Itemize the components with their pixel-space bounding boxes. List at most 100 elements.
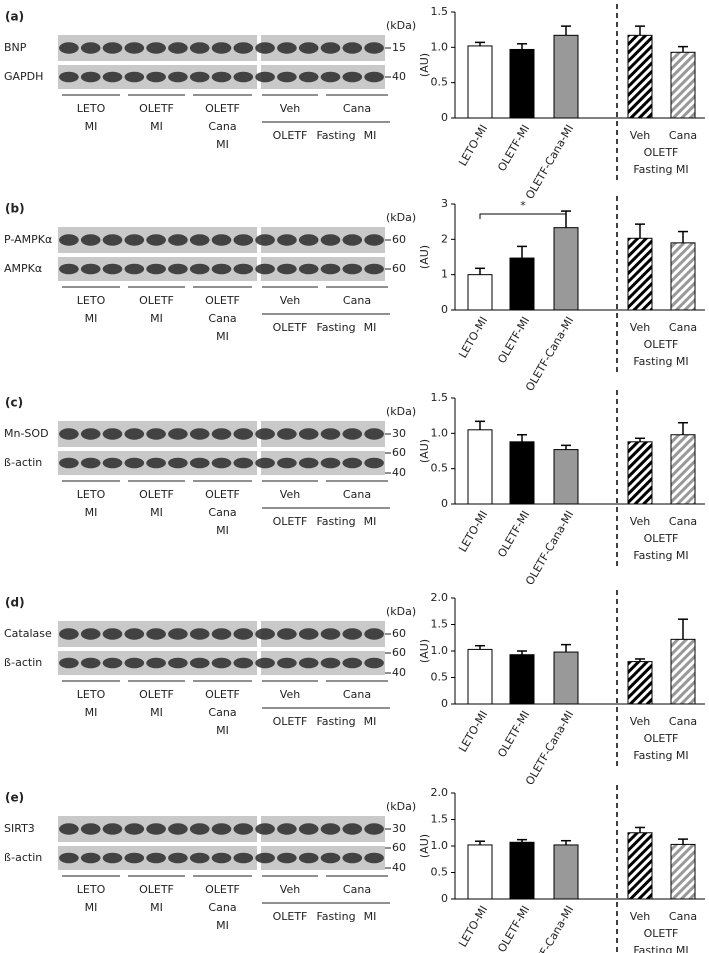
band: [59, 457, 79, 469]
group-label: OLETF: [644, 146, 679, 159]
cohort-label: Fasting: [316, 321, 355, 334]
error-bar: [635, 658, 645, 662]
band: [211, 42, 232, 54]
band: [342, 457, 363, 469]
band: [146, 263, 166, 275]
protein-name: Catalase: [4, 627, 52, 640]
band: [277, 263, 297, 275]
group-label: OLETF: [644, 338, 679, 351]
treatment-label: Cana: [343, 488, 371, 501]
group-label: MI: [85, 506, 98, 519]
bar: [670, 434, 696, 505]
bar: [467, 429, 493, 505]
band: [124, 42, 145, 54]
band: [298, 42, 319, 54]
band: [211, 457, 232, 469]
band: [255, 263, 275, 275]
protein-name: GAPDH: [4, 70, 43, 83]
marker-label: 60: [392, 233, 406, 246]
group-label: OLETF: [139, 102, 174, 115]
band: [298, 234, 319, 246]
x-tick-label: OLETF-Cana-MI: [523, 315, 576, 394]
band: [364, 823, 384, 835]
band: [342, 823, 363, 835]
band: [146, 657, 166, 669]
band: [124, 823, 145, 835]
group-label: Cana: [208, 706, 236, 719]
protein-name: ß-actin: [4, 851, 42, 864]
x-tick-label: OLETF-MI: [495, 709, 532, 760]
y-tick-label: 1.5: [431, 618, 449, 631]
group-label: Cana: [208, 901, 236, 914]
bar: [553, 449, 579, 505]
band: [59, 71, 79, 83]
band: [233, 42, 254, 54]
error-bar: [517, 245, 527, 259]
band: [342, 657, 363, 669]
band: [342, 628, 363, 640]
band: [364, 428, 384, 440]
band: [211, 263, 232, 275]
bar: [670, 843, 696, 900]
bar: [467, 45, 493, 119]
error-bar: [475, 644, 485, 650]
band: [189, 42, 210, 54]
protein-name: AMPKα: [4, 262, 42, 275]
bar: [627, 661, 653, 705]
band: [255, 852, 275, 864]
y-tick-label: 1.0: [431, 839, 449, 852]
group-label: Cana: [208, 120, 236, 133]
error-bar: [635, 437, 645, 442]
bar: [509, 654, 535, 705]
x-tick-label: Cana: [669, 321, 697, 334]
y-axis-label: (AU): [418, 439, 431, 463]
band: [146, 428, 166, 440]
panel-label: (d): [5, 596, 25, 610]
group-label: OLETF: [205, 488, 240, 501]
error-bar: [635, 223, 645, 239]
marker-label: 60: [392, 646, 406, 659]
band: [189, 852, 210, 864]
band: [80, 263, 101, 275]
band: [80, 852, 101, 864]
group-label: LETO: [77, 488, 106, 501]
band: [124, 428, 145, 440]
y-tick-label: 0.5: [431, 866, 449, 879]
band: [320, 428, 341, 440]
band: [59, 657, 79, 669]
y-axis-label: (AU): [418, 245, 431, 269]
cohort-label: MI: [364, 515, 377, 528]
band: [102, 263, 123, 275]
band: [168, 823, 188, 835]
x-tick-label: Cana: [669, 129, 697, 142]
band: [364, 234, 384, 246]
bar: [467, 844, 493, 900]
x-tick-label: OLETF-MI: [495, 123, 532, 174]
band: [102, 428, 123, 440]
band: [146, 852, 166, 864]
marker-label: 60: [392, 446, 406, 459]
y-tick-label: 2.0: [431, 786, 449, 799]
treatment-label: Cana: [343, 883, 371, 896]
band: [320, 657, 341, 669]
panel-label: (c): [5, 396, 23, 410]
cohort-label: Fasting: [316, 515, 355, 528]
bar: [509, 841, 535, 900]
band: [211, 823, 232, 835]
group-label: OLETF: [139, 294, 174, 307]
band: [320, 457, 341, 469]
bar: [627, 34, 653, 119]
y-tick-label: 1.0: [431, 426, 449, 439]
y-tick-label: 0.5: [431, 671, 449, 684]
error-bar: [475, 41, 485, 46]
band: [277, 457, 297, 469]
kda-unit: (kDa): [386, 405, 416, 418]
x-tick-label: LETO-MI: [456, 709, 490, 755]
panel-label: (b): [5, 202, 25, 216]
y-tick-label: 1.5: [431, 5, 449, 18]
band: [277, 234, 297, 246]
y-tick-label: 1.0: [431, 644, 449, 657]
band: [298, 852, 319, 864]
y-tick-label: 0: [441, 303, 448, 316]
